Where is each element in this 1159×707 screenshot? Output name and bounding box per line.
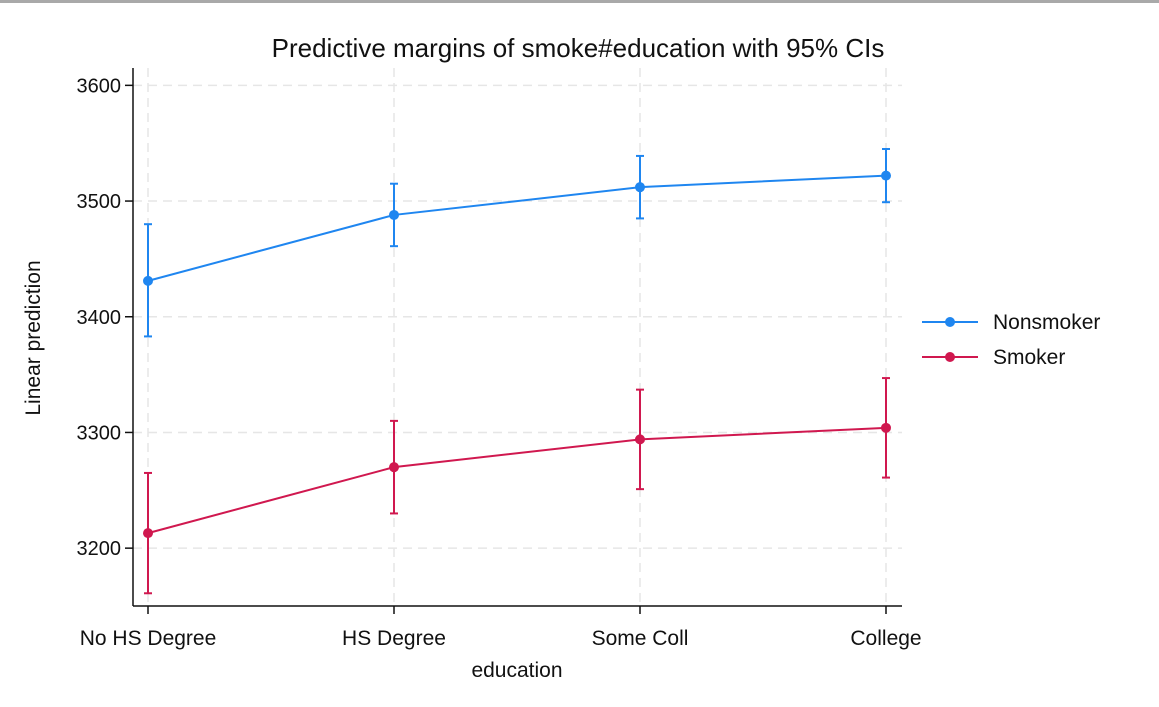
chart-title: Predictive margins of smoke#education wi… — [272, 33, 885, 63]
legend-marker — [945, 352, 955, 362]
x-tick-label: College — [850, 627, 921, 650]
x-tick-label: No HS Degree — [80, 627, 217, 650]
series-nonsmoker — [143, 147, 891, 338]
x-axis-label: education — [471, 659, 562, 682]
x-tick-label: HS Degree — [342, 627, 446, 650]
data-point — [635, 182, 645, 193]
grid-lines — [133, 68, 902, 606]
series-line — [147, 174, 887, 282]
data-point — [635, 434, 645, 445]
y-tick-label: 3400 — [77, 307, 122, 329]
y-tick-label: 3600 — [77, 75, 122, 97]
data-point — [143, 275, 153, 286]
data-point — [389, 462, 399, 473]
series-line — [147, 426, 887, 535]
data-point — [881, 170, 891, 181]
series-smoker — [143, 377, 891, 595]
y-axis-label: Linear prediction — [22, 260, 45, 415]
legend-label: Smoker — [993, 346, 1065, 369]
legend-marker — [945, 317, 955, 327]
legend: Nonsmoker Smoker — [922, 311, 1100, 369]
y-tick-label: 3500 — [77, 191, 122, 213]
data-point — [143, 528, 153, 539]
legend-label: Nonsmoker — [993, 311, 1100, 334]
window-top-border — [0, 0, 1159, 3]
x-tick-label: Some Coll — [592, 627, 689, 650]
y-tick-label: 3300 — [77, 422, 122, 444]
data-point — [881, 422, 891, 433]
series-layer — [143, 147, 891, 595]
data-point — [389, 209, 399, 220]
y-tick-label: 3200 — [77, 538, 122, 560]
axes: 3200 3300 3400 3500 3600 No HS Degree HS Degre… — [77, 68, 922, 650]
